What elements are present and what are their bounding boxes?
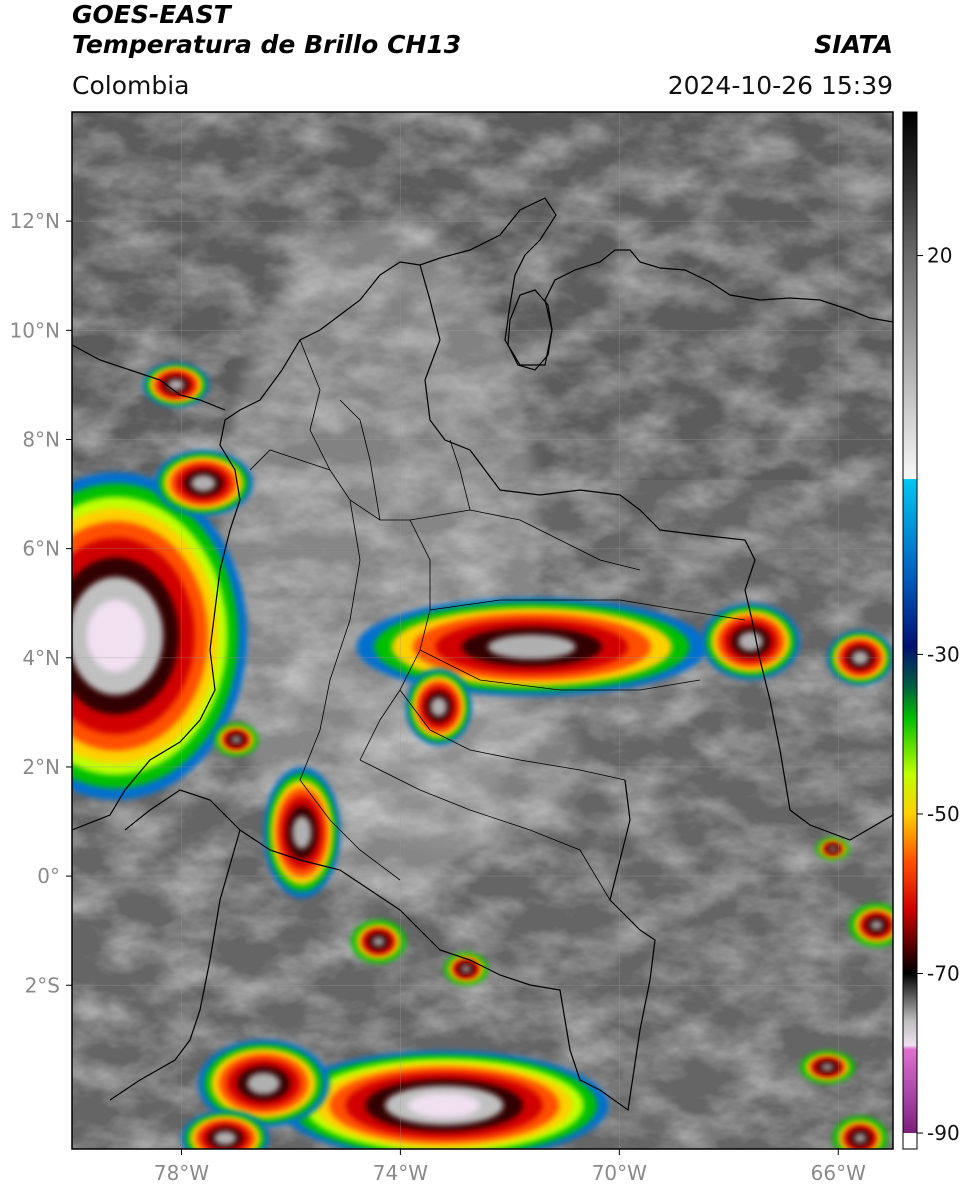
convective-cell — [832, 1116, 888, 1149]
storm-ring — [231, 736, 242, 744]
storm-ring — [292, 816, 312, 849]
convective-cell — [263, 766, 341, 898]
graticule — [72, 112, 893, 1149]
convective-cell — [214, 723, 259, 757]
lon-tick-label: 78°W — [154, 1161, 209, 1185]
ecuador-peru-border — [109, 829, 241, 1101]
colorbar-tick-label: -50 — [927, 802, 960, 826]
lat-tick-label: 10°N — [10, 318, 60, 342]
lat-tick-label: 2°S — [25, 973, 60, 997]
lat-tick-label: 4°N — [22, 646, 60, 670]
colorbar: 20 -30 -50 -70 -90 — [902, 111, 960, 1150]
panama-coast — [72, 344, 226, 411]
storm-ring — [86, 599, 145, 672]
lon-tick-label: 74°W — [373, 1161, 428, 1185]
lat-tick-label: 0° — [37, 864, 60, 888]
satellite-name: GOES-EAST — [72, 0, 231, 29]
lon-tick-label: 70°W — [592, 1161, 647, 1185]
storm-layer — [72, 363, 893, 1149]
convective-cell — [816, 837, 850, 860]
storm-ring — [854, 1133, 867, 1143]
storm-ring — [430, 697, 447, 717]
colorbar-tick-label: -90 — [927, 1121, 960, 1145]
storm-ring — [191, 474, 216, 492]
storm-ring — [461, 965, 471, 973]
lat-tick-label: 6°N — [22, 537, 60, 561]
convective-cell — [799, 1050, 855, 1084]
convective-cell — [280, 1050, 609, 1149]
departmental-lines — [249, 339, 746, 901]
borders — [72, 197, 893, 1112]
colorbar-gradient — [903, 112, 917, 1149]
convective-cell — [849, 903, 893, 948]
lon-tick-label: 66°W — [811, 1161, 866, 1185]
convective-cell — [701, 603, 800, 680]
storm-ring — [487, 634, 576, 660]
colombia-southern-border — [124, 779, 656, 1112]
storm-ring — [214, 1131, 237, 1145]
pacific-coastline — [72, 369, 283, 831]
datetime-label: 2024-10-26 15:39 — [667, 71, 893, 100]
agency-label: SIATA — [814, 30, 893, 59]
colorbar-tick-label: -70 — [927, 962, 960, 986]
colorbar-tick-label: -30 — [927, 642, 960, 666]
convective-cell — [143, 363, 209, 407]
storm-ring — [408, 1093, 481, 1118]
convective-cell — [197, 1039, 330, 1128]
colorbar-ticks: 20 -30 -50 -70 -90 — [917, 244, 960, 1145]
storm-ring — [167, 379, 185, 391]
longitude-ticks: 78°W 74°W 70°W 66°W — [154, 1149, 866, 1185]
lat-tick-label: 8°N — [22, 427, 60, 451]
storm-ring — [738, 631, 764, 651]
storm-ring — [821, 1063, 834, 1071]
colorbar-frame — [902, 111, 918, 1150]
lat-tick-label: 2°N — [22, 755, 60, 779]
storm-ring — [829, 846, 837, 852]
convective-cell — [356, 597, 707, 696]
latitude-ticks: 12°N 10°N 8°N 6°N 4°N 2°N 0° 2°S — [10, 209, 72, 997]
product-name: Temperatura de Brillo CH13 — [72, 30, 462, 59]
satellite-title: GOES-EAST Temperatura de Brillo CH13 — [72, 0, 461, 60]
storm-ring — [372, 936, 385, 947]
convective-cell — [444, 952, 488, 986]
lake-maracaibo — [507, 289, 553, 371]
convective-cell — [405, 668, 472, 746]
region-label: Colombia — [72, 71, 190, 100]
storm-ring — [870, 920, 883, 931]
convective-cell — [72, 472, 248, 800]
convective-cell — [181, 1110, 270, 1149]
map-panel — [72, 112, 893, 1149]
colorbar-tick-label: 20 — [927, 244, 952, 268]
map-frame — [71, 111, 894, 1150]
storm-ring — [247, 1072, 280, 1095]
convective-cell — [351, 919, 406, 964]
lat-tick-label: 12°N — [10, 209, 60, 233]
colombia-venezuela-border — [419, 264, 893, 841]
